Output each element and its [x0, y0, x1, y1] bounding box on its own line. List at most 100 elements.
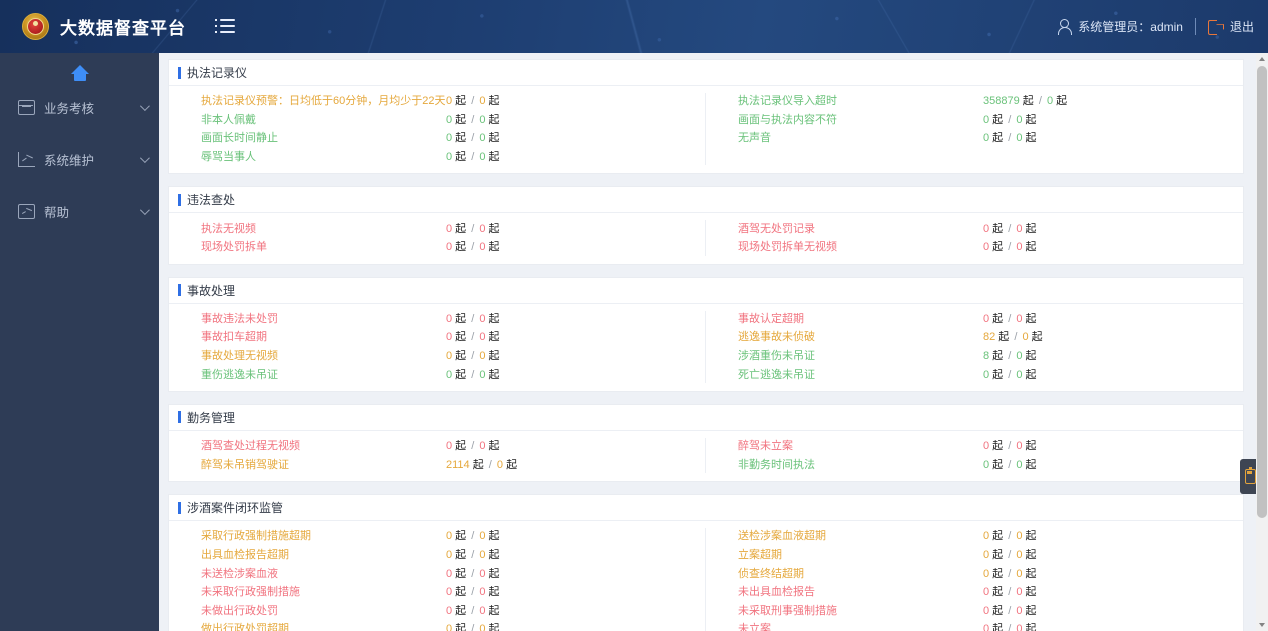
metric-row[interactable]: 死亡逃逸未吊证 0 起 / 0 起	[738, 364, 1233, 383]
metric-label[interactable]: 未采取行政强制措施	[201, 586, 300, 599]
metric-label[interactable]: 做出行政处罚超期	[201, 623, 289, 631]
metric-row[interactable]: 非勤务时间执法 0 起 / 0 起	[738, 455, 1233, 474]
chevron-down-icon	[139, 100, 150, 111]
metric-value: 0 起 / 0 起	[446, 238, 696, 254]
usb-device-widget[interactable]	[1240, 459, 1261, 494]
metric-label[interactable]: 醉驾未立案	[738, 440, 793, 453]
scrollbar-down-arrow-icon[interactable]	[1256, 619, 1268, 631]
metric-label[interactable]: 未采取刑事强制措施	[738, 604, 837, 617]
sidebar-item-help[interactable]: 帮助	[0, 194, 159, 228]
metric-row[interactable]: 未立案 0 起 / 0 起	[738, 619, 1233, 631]
metric-label[interactable]: 画面与执法内容不符	[738, 113, 837, 126]
metric-row[interactable]: 执法记录仪预警：日均低于60分钟，月均少于22天 0 起 / 0 起	[201, 91, 696, 110]
page-scrollbar[interactable]	[1256, 53, 1268, 631]
metric-row[interactable]: 采取行政强制措施超期 0 起 / 0 起	[201, 526, 696, 545]
metric-label[interactable]: 现场处罚拆单无视频	[738, 241, 837, 254]
metric-row[interactable]: 未做出行政处罚 0 起 / 0 起	[201, 601, 696, 620]
metric-value: 0 起 / 0 起	[983, 129, 1233, 145]
metric-label[interactable]: 现场处罚拆单	[201, 241, 267, 254]
metric-label[interactable]: 画面长时间静止	[201, 132, 278, 145]
metric-separator: /	[471, 368, 475, 381]
metric-label[interactable]: 侦查终结超期	[738, 567, 804, 580]
metric-label[interactable]: 出具血检报告超期	[201, 549, 289, 562]
main-content: 执法记录仪 执法记录仪预警：日均低于60分钟，月均少于22天 0 起 / 0 起非本…	[159, 53, 1256, 631]
metric-row[interactable]: 执法无视频 0 起 / 0 起	[201, 218, 696, 237]
logout-icon[interactable]	[1207, 20, 1223, 35]
metric-separator: /	[1008, 241, 1012, 254]
scrollbar-thumb[interactable]	[1257, 66, 1267, 518]
metric-value-secondary: 0	[1013, 567, 1023, 580]
metric-unit: 起	[989, 241, 1007, 254]
metric-label[interactable]: 未做出行政处罚	[201, 604, 278, 617]
metric-row[interactable]: 醉驾未立案 0 起 / 0 起	[738, 436, 1233, 455]
metric-row[interactable]: 未送检涉案血液 0 起 / 0 起	[201, 563, 696, 582]
metric-unit: 起	[503, 458, 518, 471]
metric-row[interactable]: 醉驾未吊销驾驶证 2114 起 / 0 起	[201, 455, 696, 474]
metric-row[interactable]: 执法记录仪导入超时 358879 起 / 0 起	[738, 91, 1233, 110]
metric-label[interactable]: 死亡逃逸未吊证	[738, 368, 815, 381]
metric-unit: 起	[1022, 312, 1037, 325]
metric-row[interactable]: 画面与执法内容不符 0 起 / 0 起	[738, 110, 1233, 129]
metric-row[interactable]: 事故扣车超期 0 起 / 0 起	[201, 327, 696, 346]
metric-row[interactable]: 重伤逃逸未吊证 0 起 / 0 起	[201, 364, 696, 383]
metric-label[interactable]: 执法无视频	[201, 222, 256, 235]
metric-row[interactable]: 未采取行政强制措施 0 起 / 0 起	[201, 582, 696, 601]
metric-row[interactable]: 无声音 0 起 / 0 起	[738, 128, 1233, 147]
metric-label[interactable]: 执法记录仪预警：日均低于60分钟，月均少于22天	[201, 95, 446, 108]
metric-label[interactable]: 立案超期	[738, 549, 782, 562]
metric-row[interactable]: 酒驾查处过程无视频 0 起 / 0 起	[201, 436, 696, 455]
metric-row[interactable]: 做出行政处罚超期 0 起 / 0 起	[201, 619, 696, 631]
metric-row[interactable]: 事故认定超期 0 起 / 0 起	[738, 309, 1233, 328]
metric-label[interactable]: 送检涉案血液超期	[738, 530, 826, 543]
hamburger-icon[interactable]	[215, 18, 240, 35]
metric-row[interactable]: 逃逸事故未侦破 82 起 / 0 起	[738, 327, 1233, 346]
metric-label[interactable]: 涉酒重伤未吊证	[738, 350, 815, 363]
metric-row[interactable]: 未出具血检报告 0 起 / 0 起	[738, 582, 1233, 601]
metric-separator: /	[471, 151, 475, 164]
metric-label[interactable]: 醉驾未吊销驾驶证	[201, 458, 289, 471]
box-icon	[18, 99, 35, 115]
metric-label[interactable]: 未立案	[738, 623, 771, 631]
metric-row[interactable]: 现场处罚拆单 0 起 / 0 起	[201, 237, 696, 256]
metric-value-secondary: 0	[476, 604, 486, 617]
metric-label[interactable]: 无声音	[738, 132, 771, 145]
metric-label[interactable]: 逃逸事故未侦破	[738, 331, 815, 344]
metric-label[interactable]: 事故违法未处罚	[201, 312, 278, 325]
metric-row[interactable]: 出具血检报告超期 0 起 / 0 起	[201, 545, 696, 564]
metric-label[interactable]: 执法记录仪导入超时	[738, 95, 837, 108]
metric-row[interactable]: 画面长时间静止 0 起 / 0 起	[201, 128, 696, 147]
sidebar-item-system-maintenance[interactable]: 系统维护	[0, 142, 159, 176]
metric-row[interactable]: 立案超期 0 起 / 0 起	[738, 545, 1233, 564]
sidebar-item-business-assessment[interactable]: 业务考核	[0, 90, 159, 124]
section-title: 违法查处	[187, 193, 236, 208]
metric-row[interactable]: 事故违法未处罚 0 起 / 0 起	[201, 309, 696, 328]
metric-row[interactable]: 事故处理无视频 0 起 / 0 起	[201, 346, 696, 365]
metric-row[interactable]: 辱骂当事人 0 起 / 0 起	[201, 147, 696, 166]
metric-row[interactable]: 现场处罚拆单无视频 0 起 / 0 起	[738, 237, 1233, 256]
scrollbar-up-arrow-icon[interactable]	[1256, 53, 1268, 65]
metric-label[interactable]: 酒驾无处罚记录	[738, 222, 815, 235]
metric-value-current: 0	[446, 604, 453, 617]
metric-row[interactable]: 涉酒重伤未吊证 8 起 / 0 起	[738, 346, 1233, 365]
metric-label[interactable]: 事故处理无视频	[201, 350, 278, 363]
metric-label[interactable]: 采取行政强制措施超期	[201, 530, 311, 543]
metric-row[interactable]: 酒驾无处罚记录 0 起 / 0 起	[738, 218, 1233, 237]
sidebar-item-home[interactable]	[0, 56, 159, 90]
metric-row[interactable]: 侦查终结超期 0 起 / 0 起	[738, 563, 1233, 582]
metric-label[interactable]: 事故认定超期	[738, 312, 804, 325]
metric-unit: 起	[1022, 222, 1037, 235]
metric-label[interactable]: 重伤逃逸未吊证	[201, 368, 278, 381]
metric-label[interactable]: 事故扣车超期	[201, 331, 267, 344]
metric-label[interactable]: 未送检涉案血液	[201, 567, 278, 580]
metric-label[interactable]: 酒驾查处过程无视频	[201, 440, 300, 453]
metric-value-current: 0	[983, 440, 990, 453]
metric-label[interactable]: 非勤务时间执法	[738, 458, 815, 471]
metric-label[interactable]: 非本人佩戴	[201, 113, 256, 126]
metric-row[interactable]: 送检涉案血液超期 0 起 / 0 起	[738, 526, 1233, 545]
metric-row[interactable]: 非本人佩戴 0 起 / 0 起	[201, 110, 696, 129]
logout-button[interactable]: 退出	[1229, 20, 1254, 34]
metric-row[interactable]: 未采取刑事强制措施 0 起 / 0 起	[738, 601, 1233, 620]
metric-label[interactable]: 辱骂当事人	[201, 151, 256, 164]
metric-label[interactable]: 未出具血检报告	[738, 586, 815, 599]
metric-unit: 起	[452, 530, 470, 543]
